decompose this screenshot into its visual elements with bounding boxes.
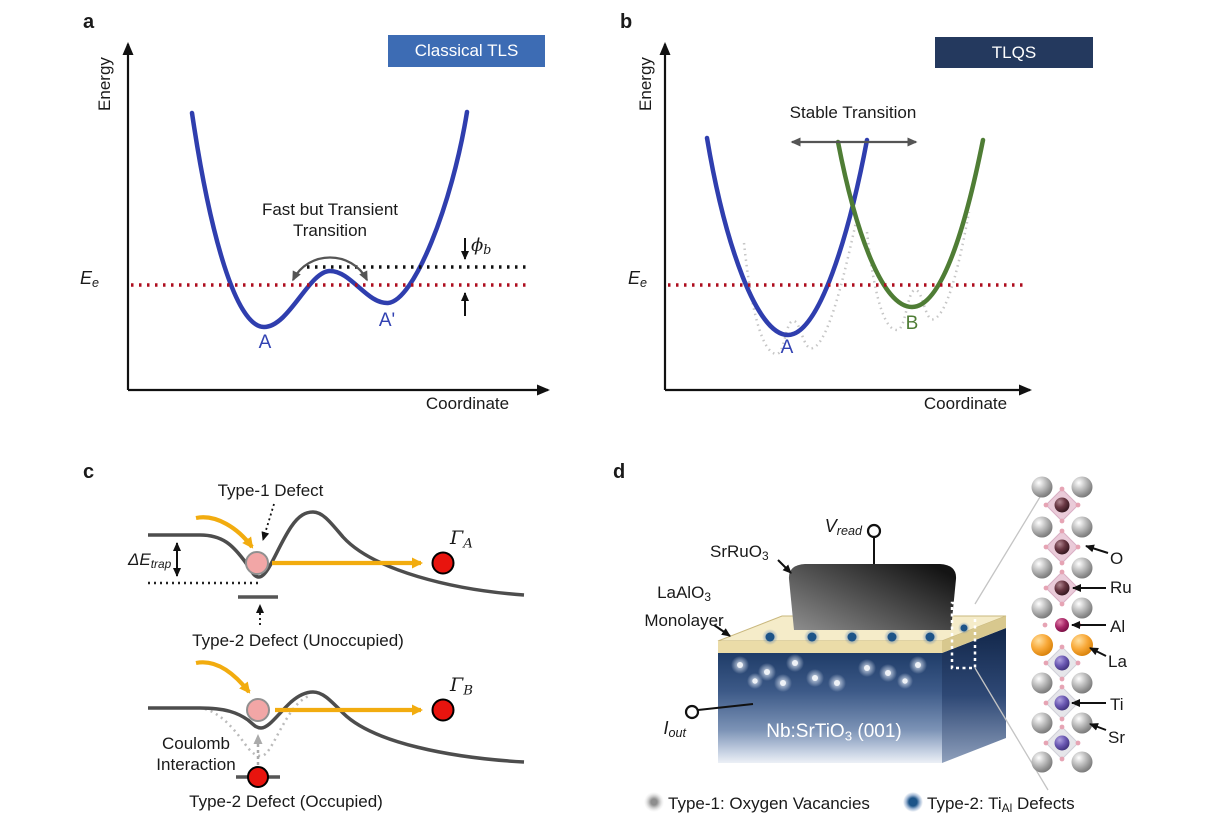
emitted-electron-a bbox=[431, 551, 455, 575]
atom-label-sr: Sr bbox=[1108, 728, 1125, 747]
panel-b-x-axis-label: Coordinate bbox=[923, 394, 1008, 413]
capture-arrow-b bbox=[195, 660, 251, 694]
type2-occupied-label: Type-2 Defect (Occupied) bbox=[189, 792, 383, 811]
well-a-label: A bbox=[258, 332, 272, 353]
trap-energy-label: ΔEtrap bbox=[128, 550, 172, 571]
vread-label: Vread bbox=[824, 516, 862, 539]
monolayer-pointer-arrow bbox=[713, 624, 731, 637]
zoom-connector-top bbox=[974, 496, 1041, 605]
zoom-region-box bbox=[950, 601, 977, 670]
emission-rate-a-label: ΓA bbox=[450, 527, 473, 552]
ghost-double-well-b bbox=[865, 211, 971, 332]
tial-defect-dots bbox=[762, 622, 970, 645]
well-a-prime-label: A' bbox=[378, 310, 396, 331]
panel-b-y-axis-label: Energy bbox=[636, 57, 655, 111]
atom-label-ru: Ru bbox=[1110, 578, 1132, 597]
tlqs-badge: TLQS bbox=[935, 37, 1093, 68]
state-a-label: A bbox=[780, 337, 794, 358]
la-atoms bbox=[1031, 634, 1093, 656]
type2-defect-icon bbox=[903, 792, 923, 812]
type1-pointer-arrow bbox=[261, 503, 275, 541]
emission-rate-b-label: ΓB bbox=[450, 674, 473, 699]
panel-a-energy-level-label: Ee bbox=[80, 268, 100, 291]
vread-terminal bbox=[866, 523, 882, 539]
panel-b-energy-level-label: Ee bbox=[628, 268, 648, 291]
iout-wire bbox=[697, 703, 754, 711]
parabola-b bbox=[835, 137, 986, 310]
panel-b-letter: b bbox=[620, 11, 633, 33]
type1-vacancy-icon bbox=[644, 792, 664, 812]
classical-tls-badge: Classical TLS bbox=[388, 35, 545, 67]
trapped-electron-b bbox=[246, 698, 270, 722]
atom-label-arrows bbox=[1071, 544, 1109, 731]
transient-transition-label: Fast but Transient Transition bbox=[261, 200, 399, 240]
type2-unoccupied-label: Type-2 Defect (Unoccupied) bbox=[192, 631, 404, 650]
panel-c-diagram bbox=[148, 503, 525, 788]
transient-transition-arrow bbox=[292, 256, 368, 282]
panel-d-letter: d bbox=[613, 461, 626, 483]
monolayer-label: LaAlO3 Monolayer bbox=[644, 583, 724, 630]
substrate-front-face bbox=[718, 653, 942, 763]
iout-terminal bbox=[684, 704, 700, 720]
parabola-a bbox=[704, 135, 870, 338]
type1-defect-label: Type-1 Defect bbox=[217, 481, 324, 500]
panel-c-letter: c bbox=[83, 461, 95, 483]
electrode-pointer-arrow bbox=[777, 559, 792, 574]
ru-atoms bbox=[1054, 497, 1070, 596]
ti-atoms bbox=[1054, 655, 1070, 751]
occupying-electron bbox=[247, 766, 269, 788]
atom-label-ti: Ti bbox=[1110, 695, 1124, 714]
panel-a-plot bbox=[122, 42, 550, 396]
legend-type1-label: Type-1: Oxygen Vacancies bbox=[668, 794, 870, 813]
sto-octahedra bbox=[1045, 646, 1079, 760]
substrate-label: Nb:SrTiO3 (001) bbox=[766, 721, 902, 744]
iout-label: Iout bbox=[663, 718, 686, 741]
capture-arrow-a bbox=[195, 515, 254, 549]
panel-a-y-axis-label: Energy bbox=[95, 57, 114, 111]
trapped-electron-a bbox=[245, 551, 269, 575]
electrode-body bbox=[788, 564, 957, 630]
atom-label-la: La bbox=[1108, 652, 1127, 671]
potential-curve-occupied bbox=[148, 690, 525, 764]
sr-atoms bbox=[1031, 476, 1093, 773]
panel-d-device bbox=[684, 476, 1109, 791]
atomic-structure-column bbox=[1031, 476, 1109, 773]
panel-a-letter: a bbox=[83, 11, 95, 33]
atom-label-al: Al bbox=[1110, 617, 1126, 636]
stable-transition-label: Stable Transition bbox=[789, 103, 917, 122]
atom-label-o: O bbox=[1110, 549, 1124, 568]
panel-a-x-axis-label: Coordinate bbox=[425, 394, 510, 413]
legend-type2-label: Type-2: TiAl Defects bbox=[927, 794, 1075, 815]
al-atom bbox=[1055, 618, 1069, 632]
oxygen-vacancy-dots bbox=[731, 654, 927, 692]
electrode-label: SrRuO3 bbox=[710, 542, 769, 563]
panel-b-plot bbox=[659, 42, 1032, 396]
emitted-electron-b bbox=[431, 698, 455, 722]
substrate-side-face bbox=[942, 628, 1006, 763]
ghost-double-well-a bbox=[742, 221, 858, 356]
state-b-label: B bbox=[905, 313, 919, 334]
monolayer-front-face bbox=[718, 641, 942, 653]
coulomb-interaction-label: Coulomb Interaction bbox=[156, 734, 236, 774]
barrier-height-label: ϕb bbox=[471, 235, 492, 258]
